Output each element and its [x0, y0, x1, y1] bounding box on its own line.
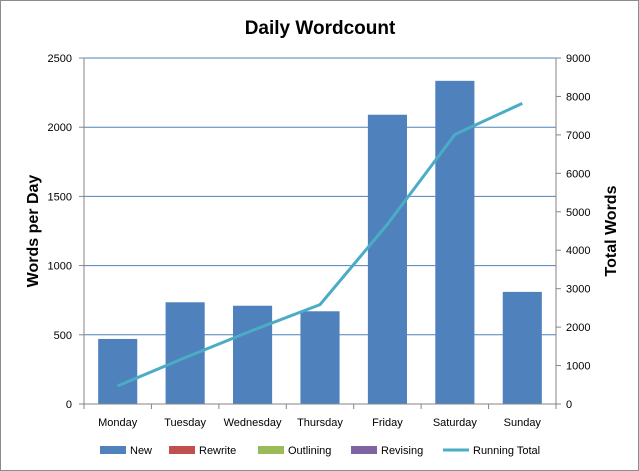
line-running-total	[117, 102, 523, 388]
y2-axis-title: Total Words	[603, 185, 620, 276]
x-tick-label: Thursday	[297, 417, 343, 429]
bars	[98, 80, 542, 404]
legend-swatch-outlining	[258, 446, 284, 454]
y2-tick-label: 0	[566, 399, 572, 411]
x-tick-label: Friday	[372, 417, 403, 429]
y-tick-label: 2500	[48, 53, 72, 65]
bar-new-wednesday	[233, 305, 273, 404]
running-total-line-group	[117, 102, 523, 388]
bar-new-friday	[367, 114, 407, 404]
legend-label-revising: Revising	[381, 445, 423, 457]
y2-tick-label: 4000	[566, 245, 590, 257]
y-tick-label: 500	[54, 330, 72, 342]
tick-labels: 0 500 1000 1500 2000 2500 0 1000 2000 3000 4000 500…	[48, 53, 591, 429]
x-tick-label: Wednesday	[224, 417, 282, 429]
x-tick-label: Tuesday	[164, 417, 206, 429]
y2-tick-label: 8000	[566, 91, 590, 103]
legend-label-outlining: Outlining	[288, 445, 331, 457]
legend-label-new: New	[130, 445, 152, 457]
legend-swatch-new	[100, 446, 126, 454]
y2-tick-label: 1000	[566, 361, 590, 373]
y2-tick-label: 9000	[566, 53, 590, 65]
y2-tick-label: 3000	[566, 284, 590, 296]
x-tick-label: Sunday	[504, 417, 542, 429]
x-tick-label: Saturday	[433, 417, 478, 429]
y-tick-label: 1500	[48, 191, 72, 203]
y-tick-label: 2000	[48, 122, 72, 134]
legend-label-running-total: Running Total	[473, 445, 540, 457]
y2-tick-label: 5000	[566, 207, 590, 219]
y2-tick-label: 7000	[566, 130, 590, 142]
bar-new-monday	[98, 338, 138, 404]
legend-label-rewrite: Rewrite	[199, 445, 236, 457]
legend-swatch-rewrite	[169, 446, 195, 454]
legend: New Rewrite Outlining Revising Running Total	[100, 445, 540, 457]
axes	[79, 57, 561, 409]
x-tick-label: Monday	[98, 417, 138, 429]
y-axis-title: Words per Day	[25, 175, 42, 288]
y-tick-label: 0	[66, 399, 72, 411]
bar-new-sunday	[502, 291, 542, 404]
gridlines	[84, 57, 556, 336]
y2-tick-label: 6000	[566, 168, 590, 180]
y2-tick-label: 2000	[566, 322, 590, 334]
bar-new-thursday	[300, 311, 340, 404]
legend-swatch-revising	[351, 446, 377, 454]
chart-title: Daily Wordcount	[245, 18, 396, 39]
y-tick-label: 1000	[48, 261, 72, 273]
